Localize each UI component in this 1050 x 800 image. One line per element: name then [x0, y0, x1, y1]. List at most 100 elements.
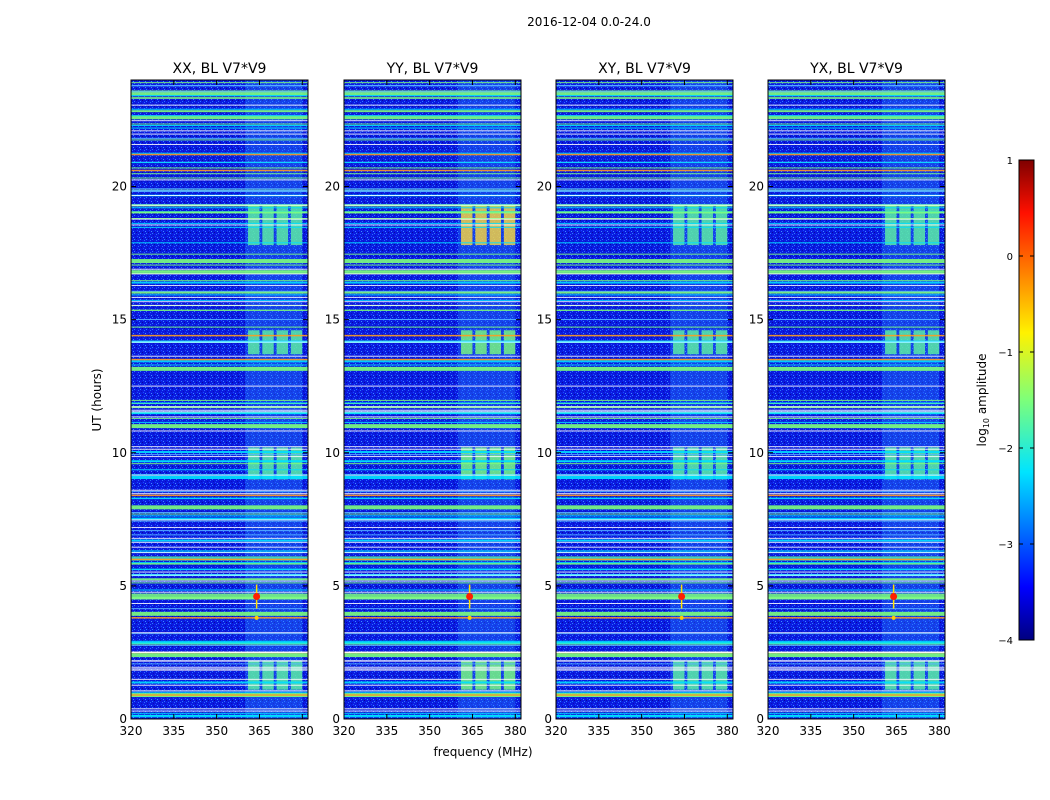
- data-gap: [768, 541, 945, 543]
- rfi-line: [131, 222, 308, 224]
- rfi-line: [768, 319, 945, 321]
- rfi-line: [556, 568, 733, 570]
- data-gap: [768, 218, 945, 220]
- x-tick-label: 320: [545, 724, 568, 738]
- rfi-line: [344, 497, 521, 499]
- x-tick-label: 380: [291, 724, 314, 738]
- rfi-line: [344, 644, 521, 646]
- rfi-line: [131, 294, 308, 296]
- rfi-line: [344, 294, 521, 296]
- rfi-line: [768, 454, 945, 456]
- rfi-line: [344, 137, 521, 139]
- data-gap: [131, 546, 308, 548]
- rfi-line: [131, 515, 308, 517]
- rfi-line: [344, 691, 521, 693]
- data-gap: [344, 304, 521, 306]
- rfi-line: [344, 475, 521, 477]
- colorbar-tick-label: −3: [998, 540, 1013, 551]
- data-gap: [131, 456, 308, 458]
- data-gap: [768, 474, 945, 476]
- data-gap: [131, 133, 308, 135]
- rfi-line: [344, 226, 521, 228]
- data-gap: [556, 552, 733, 554]
- rfi-line: [556, 550, 733, 552]
- rfi-line: [556, 299, 733, 301]
- data-gap: [131, 179, 308, 181]
- data-gap: [768, 519, 945, 521]
- rfi-line: [556, 264, 733, 266]
- data-gap: [131, 474, 308, 476]
- rfi-line: [131, 270, 308, 272]
- data-gap: [556, 204, 733, 206]
- rfi-line: [768, 715, 945, 718]
- rfi-line: [768, 412, 945, 415]
- rfi-line: [131, 653, 308, 658]
- data-gap: [131, 296, 308, 298]
- rfi-line: [768, 578, 945, 581]
- data-gap: [344, 603, 521, 605]
- rfi-line: [556, 110, 733, 113]
- data-gap: [768, 552, 945, 554]
- rfi-line: [556, 124, 733, 126]
- rfi-line: [768, 589, 945, 591]
- rfi-line: [556, 291, 733, 294]
- rfi-line: [131, 82, 308, 84]
- rfi-line: [131, 282, 308, 284]
- rfi-line: [556, 511, 733, 513]
- rfi-line: [768, 162, 945, 164]
- data-gap: [131, 355, 308, 357]
- rfi-line: [131, 207, 308, 209]
- rfi-line: [768, 364, 945, 366]
- data-gap: [344, 493, 521, 495]
- rfi-line: [344, 334, 521, 337]
- colorbar-gradient: [1018, 159, 1035, 641]
- rfi-line: [131, 115, 308, 120]
- y-tick-label: 0: [544, 712, 552, 726]
- rfi-line: [344, 358, 521, 361]
- rfi-line: [344, 515, 521, 517]
- rfi-line: [556, 491, 733, 493]
- rfi-line: [344, 641, 521, 644]
- rfi-line: [344, 498, 521, 500]
- rfi-line: [556, 694, 733, 696]
- burst-block: [262, 660, 274, 690]
- rfi-line: [344, 451, 521, 454]
- rfi-line: [556, 515, 733, 517]
- data-gap: [344, 652, 521, 654]
- rfi-line: [131, 663, 308, 665]
- rfi-line: [556, 663, 733, 665]
- rfi-line: [344, 123, 521, 125]
- rfi-line: [344, 715, 521, 718]
- rfi-line: [131, 272, 308, 274]
- data-gap: [131, 218, 308, 220]
- rfi-line: [556, 358, 733, 361]
- x-tick-label: 320: [333, 724, 356, 738]
- figure-title: 2016-12-04 0.0-24.0: [527, 15, 651, 29]
- burst-block: [276, 660, 289, 690]
- rfi-line: [768, 460, 945, 462]
- x-axis-label: frequency (MHz): [433, 745, 532, 759]
- rfi-line: [768, 562, 945, 565]
- rfi-line: [131, 366, 308, 371]
- rfi-line: [556, 309, 733, 311]
- data-gap: [131, 541, 308, 543]
- rfi-line: [344, 694, 521, 696]
- rfi-line: [131, 463, 308, 465]
- rfi-line: [556, 226, 733, 228]
- x-tick-label: 380: [928, 724, 951, 738]
- rfi-line: [768, 403, 945, 405]
- data-gap: [131, 684, 308, 686]
- rfi-line: [768, 115, 945, 117]
- data-gap: [344, 708, 521, 710]
- rfi-line: [768, 517, 945, 520]
- y-tick-label: 10: [537, 446, 552, 460]
- rfi-line: [768, 127, 945, 129]
- rfi-line: [344, 582, 521, 584]
- rfi-line: [131, 153, 308, 156]
- data-gap: [768, 296, 945, 298]
- rfi-line: [131, 460, 308, 462]
- data-gap: [556, 710, 733, 712]
- data-gap: [556, 355, 733, 357]
- rfi-line: [556, 366, 733, 371]
- y-tick-label: 10: [325, 446, 340, 460]
